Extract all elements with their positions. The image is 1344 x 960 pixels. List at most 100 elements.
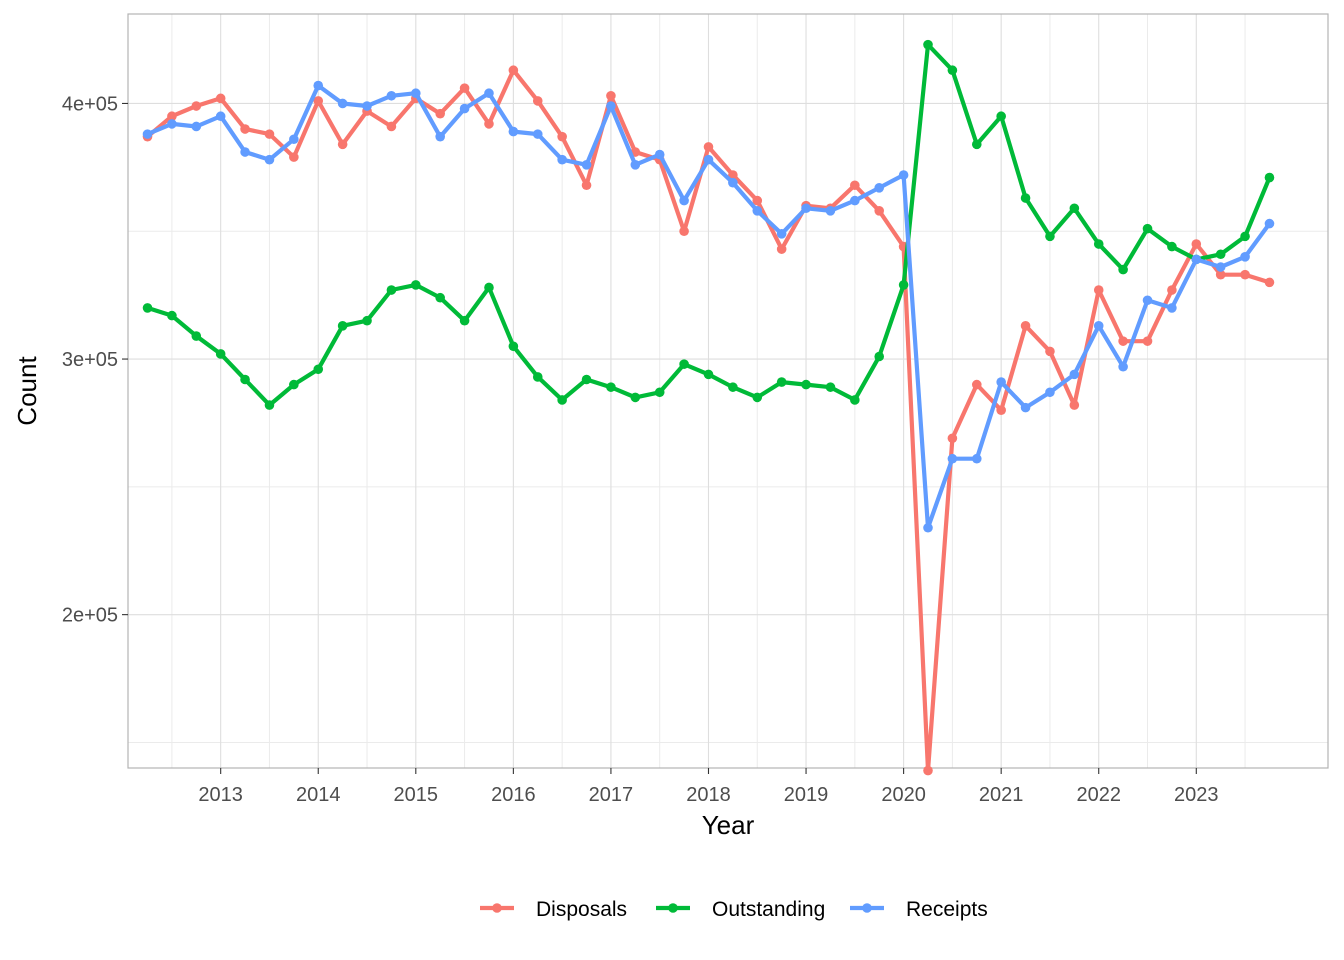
legend-key-point [862,903,872,913]
data-point [1020,402,1031,413]
data-point [142,129,153,139]
data-point [484,119,494,129]
x-tick-label: 2022 [1076,784,1121,806]
data-point [630,392,641,403]
data-point [240,147,250,157]
data-point [606,90,616,101]
data-point [508,65,519,76]
y-tick-label: 2e+05 [62,605,118,627]
data-point [215,349,226,359]
data-point [411,88,421,99]
data-point [947,453,958,464]
x-axis-title: Year [702,810,755,840]
data-point [1118,264,1128,275]
data-point [386,121,397,132]
data-point [386,90,397,101]
data-point [1240,252,1250,262]
series-receipts [142,80,1275,533]
data-point [1240,231,1250,242]
data-point [362,101,372,111]
data-point [654,149,665,160]
data-point [1069,203,1080,214]
data-point [435,108,445,119]
data-point [508,126,519,137]
x-tick-label: 2019 [784,784,829,806]
data-point [1215,262,1226,272]
series-layer [142,39,1275,776]
data-point [240,374,250,385]
data-point [825,206,836,216]
data-point [1093,321,1104,331]
data-point [752,195,763,206]
data-point [1045,231,1055,242]
data-point [776,244,787,254]
data-point [557,154,567,165]
x-tick-label: 2017 [589,784,634,806]
data-point [679,359,689,369]
x-tick-label: 2016 [491,784,536,806]
legend-label: Disposals [536,898,627,921]
legend-item: Receipts [850,898,988,921]
data-point [703,154,714,165]
data-point [679,226,689,237]
x-axis-ticks: 2013 2014 2015 2016 2017 2018 2019 2020 2021 2022… [198,768,1219,806]
y-axis-ticks: 2e+05 3e+05 4e+05 [62,93,128,627]
legend-label: Receipts [906,898,988,921]
data-point [191,101,202,111]
data-point [850,180,860,191]
data-point [313,364,324,375]
data-point [484,282,494,293]
data-point [337,321,348,331]
data-point [386,285,397,295]
data-point [264,129,275,139]
data-point [1118,361,1128,372]
data-point [1264,277,1275,288]
data-point [435,292,445,303]
data-point [728,177,738,188]
data-point [1045,346,1055,357]
data-point [850,195,860,206]
data-point [459,103,470,114]
data-point [191,331,202,341]
data-point [1069,369,1080,380]
minor-gridlines-y [128,230,1328,743]
data-point [264,400,275,410]
data-point [532,372,543,382]
data-point [1069,400,1080,410]
data-point [142,303,153,313]
data-point [1215,269,1226,280]
data-point [1093,239,1104,249]
data-point [679,195,689,206]
data-point [703,369,714,380]
data-point [1264,172,1275,183]
x-tick-label: 2023 [1174,784,1219,806]
data-point [289,379,299,390]
y-tick-label: 4e+05 [62,93,118,115]
data-point [1167,303,1177,313]
data-point [923,39,933,50]
data-point [728,382,738,392]
data-point [825,382,836,392]
data-point [167,111,177,122]
data-point [1020,321,1031,331]
data-point [215,93,226,104]
data-point [703,142,714,152]
data-point [1045,387,1055,398]
data-point [630,160,641,170]
data-point [459,83,470,93]
data-point [606,101,616,111]
y-tick-label: 3e+05 [62,349,118,371]
data-point [996,377,1006,387]
data-point [606,382,616,392]
data-point [289,152,299,162]
data-point [167,310,177,321]
x-tick-label: 2020 [881,784,926,806]
data-point [459,315,470,326]
data-point [484,88,494,99]
x-tick-label: 2018 [686,784,731,806]
data-point [337,139,348,150]
data-point [337,98,348,109]
data-point [581,374,592,385]
